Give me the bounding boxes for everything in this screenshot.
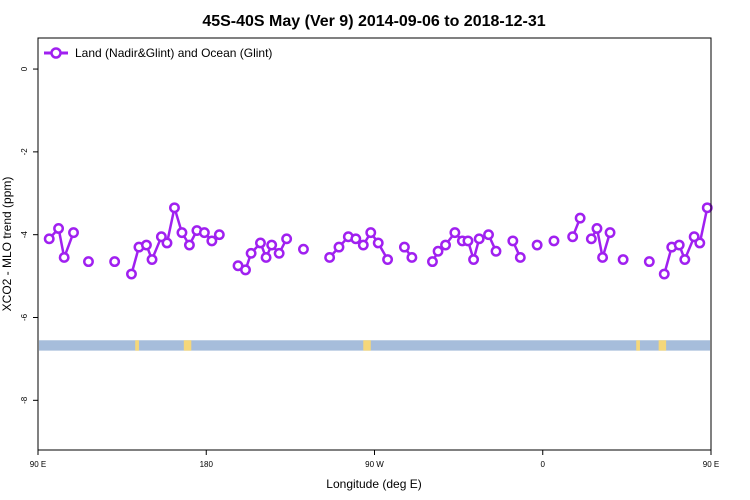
data-point (382, 254, 394, 265)
land-ocean-strip (39, 340, 710, 351)
data-point (701, 202, 713, 214)
data-point (694, 237, 706, 249)
data-point (462, 235, 474, 247)
data-point (473, 233, 485, 245)
data-point (531, 239, 543, 251)
x-tick-label: 90 E (30, 460, 46, 469)
data-point (574, 212, 586, 224)
y-tick-label: -8 (20, 396, 29, 404)
data-point (357, 239, 369, 251)
data-point (591, 223, 603, 234)
data-point (53, 223, 65, 234)
land-patch-3 (363, 340, 371, 351)
y-tick-label: -6 (20, 313, 29, 321)
land-patch-4 (636, 340, 640, 351)
x-axis-label: Longitude (deg E) (326, 477, 421, 491)
data-point (673, 239, 685, 251)
data-point (255, 237, 266, 249)
data-point (298, 243, 309, 255)
data-point (604, 227, 616, 239)
data-point (514, 252, 526, 263)
data-point (169, 202, 180, 214)
data-point (126, 268, 137, 280)
data-point (109, 256, 121, 268)
data-point (507, 235, 519, 247)
data-point (213, 229, 225, 241)
x-tick-label: 90 W (365, 460, 384, 469)
data-point (140, 239, 152, 251)
legend-label: Land (Nadir&Glint) and Ocean (Glint) (75, 46, 272, 60)
x-tick-label: 90 E (703, 460, 719, 469)
data-point (679, 254, 691, 265)
data-point (333, 241, 345, 253)
y-tick-label: 0 (20, 66, 29, 71)
data-point (183, 239, 195, 251)
data-point (240, 264, 251, 276)
data-point (198, 227, 210, 239)
data-point (643, 256, 655, 268)
chart-title: 45S-40S May (Ver 9) 2014-09-06 to 2018-1… (202, 13, 545, 30)
land-patch-2 (183, 340, 192, 351)
data-point (658, 268, 670, 280)
legend-marker (50, 47, 62, 59)
data-point (206, 235, 218, 247)
data-point (260, 252, 272, 263)
data-point (483, 229, 494, 241)
data-point (273, 247, 285, 259)
land-patch-5 (658, 340, 667, 351)
data-point (427, 256, 438, 268)
x-tick-label: 0 (541, 460, 546, 469)
data-point (372, 237, 384, 249)
data-point (597, 252, 609, 263)
data-point (432, 245, 444, 257)
data-point (398, 241, 410, 253)
data-point (83, 256, 94, 268)
land-patch-1 (135, 340, 139, 351)
data-point (176, 227, 188, 239)
data-point (68, 227, 79, 239)
data-point (58, 252, 70, 263)
y-tick-label: -4 (20, 231, 29, 239)
data-point (350, 233, 362, 245)
data-point (468, 254, 480, 265)
data-point (281, 233, 293, 245)
data-point (440, 239, 451, 251)
data-point (548, 235, 560, 247)
data-point (365, 227, 377, 239)
data-point (266, 239, 278, 251)
x-tick-label: 180 (200, 460, 214, 469)
y-axis-label: XCO2 - MLO trend (ppm) (0, 177, 14, 312)
y-tick-label: -2 (20, 148, 29, 156)
data-point (449, 227, 461, 239)
data-point (406, 252, 418, 263)
data-point (567, 231, 579, 243)
data-point (617, 254, 629, 265)
y-axis: 0 -2 -4 -6 -8 (20, 66, 38, 404)
ocean-band (39, 340, 710, 351)
data-point (161, 237, 173, 249)
legend: Land (Nadir&Glint) and Ocean (Glint) (44, 46, 272, 60)
data-point (245, 247, 257, 259)
data-point (43, 233, 55, 245)
data-points (43, 202, 713, 280)
x-axis: 90 E 180 90 W 0 90 E (30, 450, 719, 469)
data-point (490, 245, 502, 257)
data-point (585, 233, 597, 245)
data-point (324, 252, 336, 263)
data-point (146, 254, 158, 265)
